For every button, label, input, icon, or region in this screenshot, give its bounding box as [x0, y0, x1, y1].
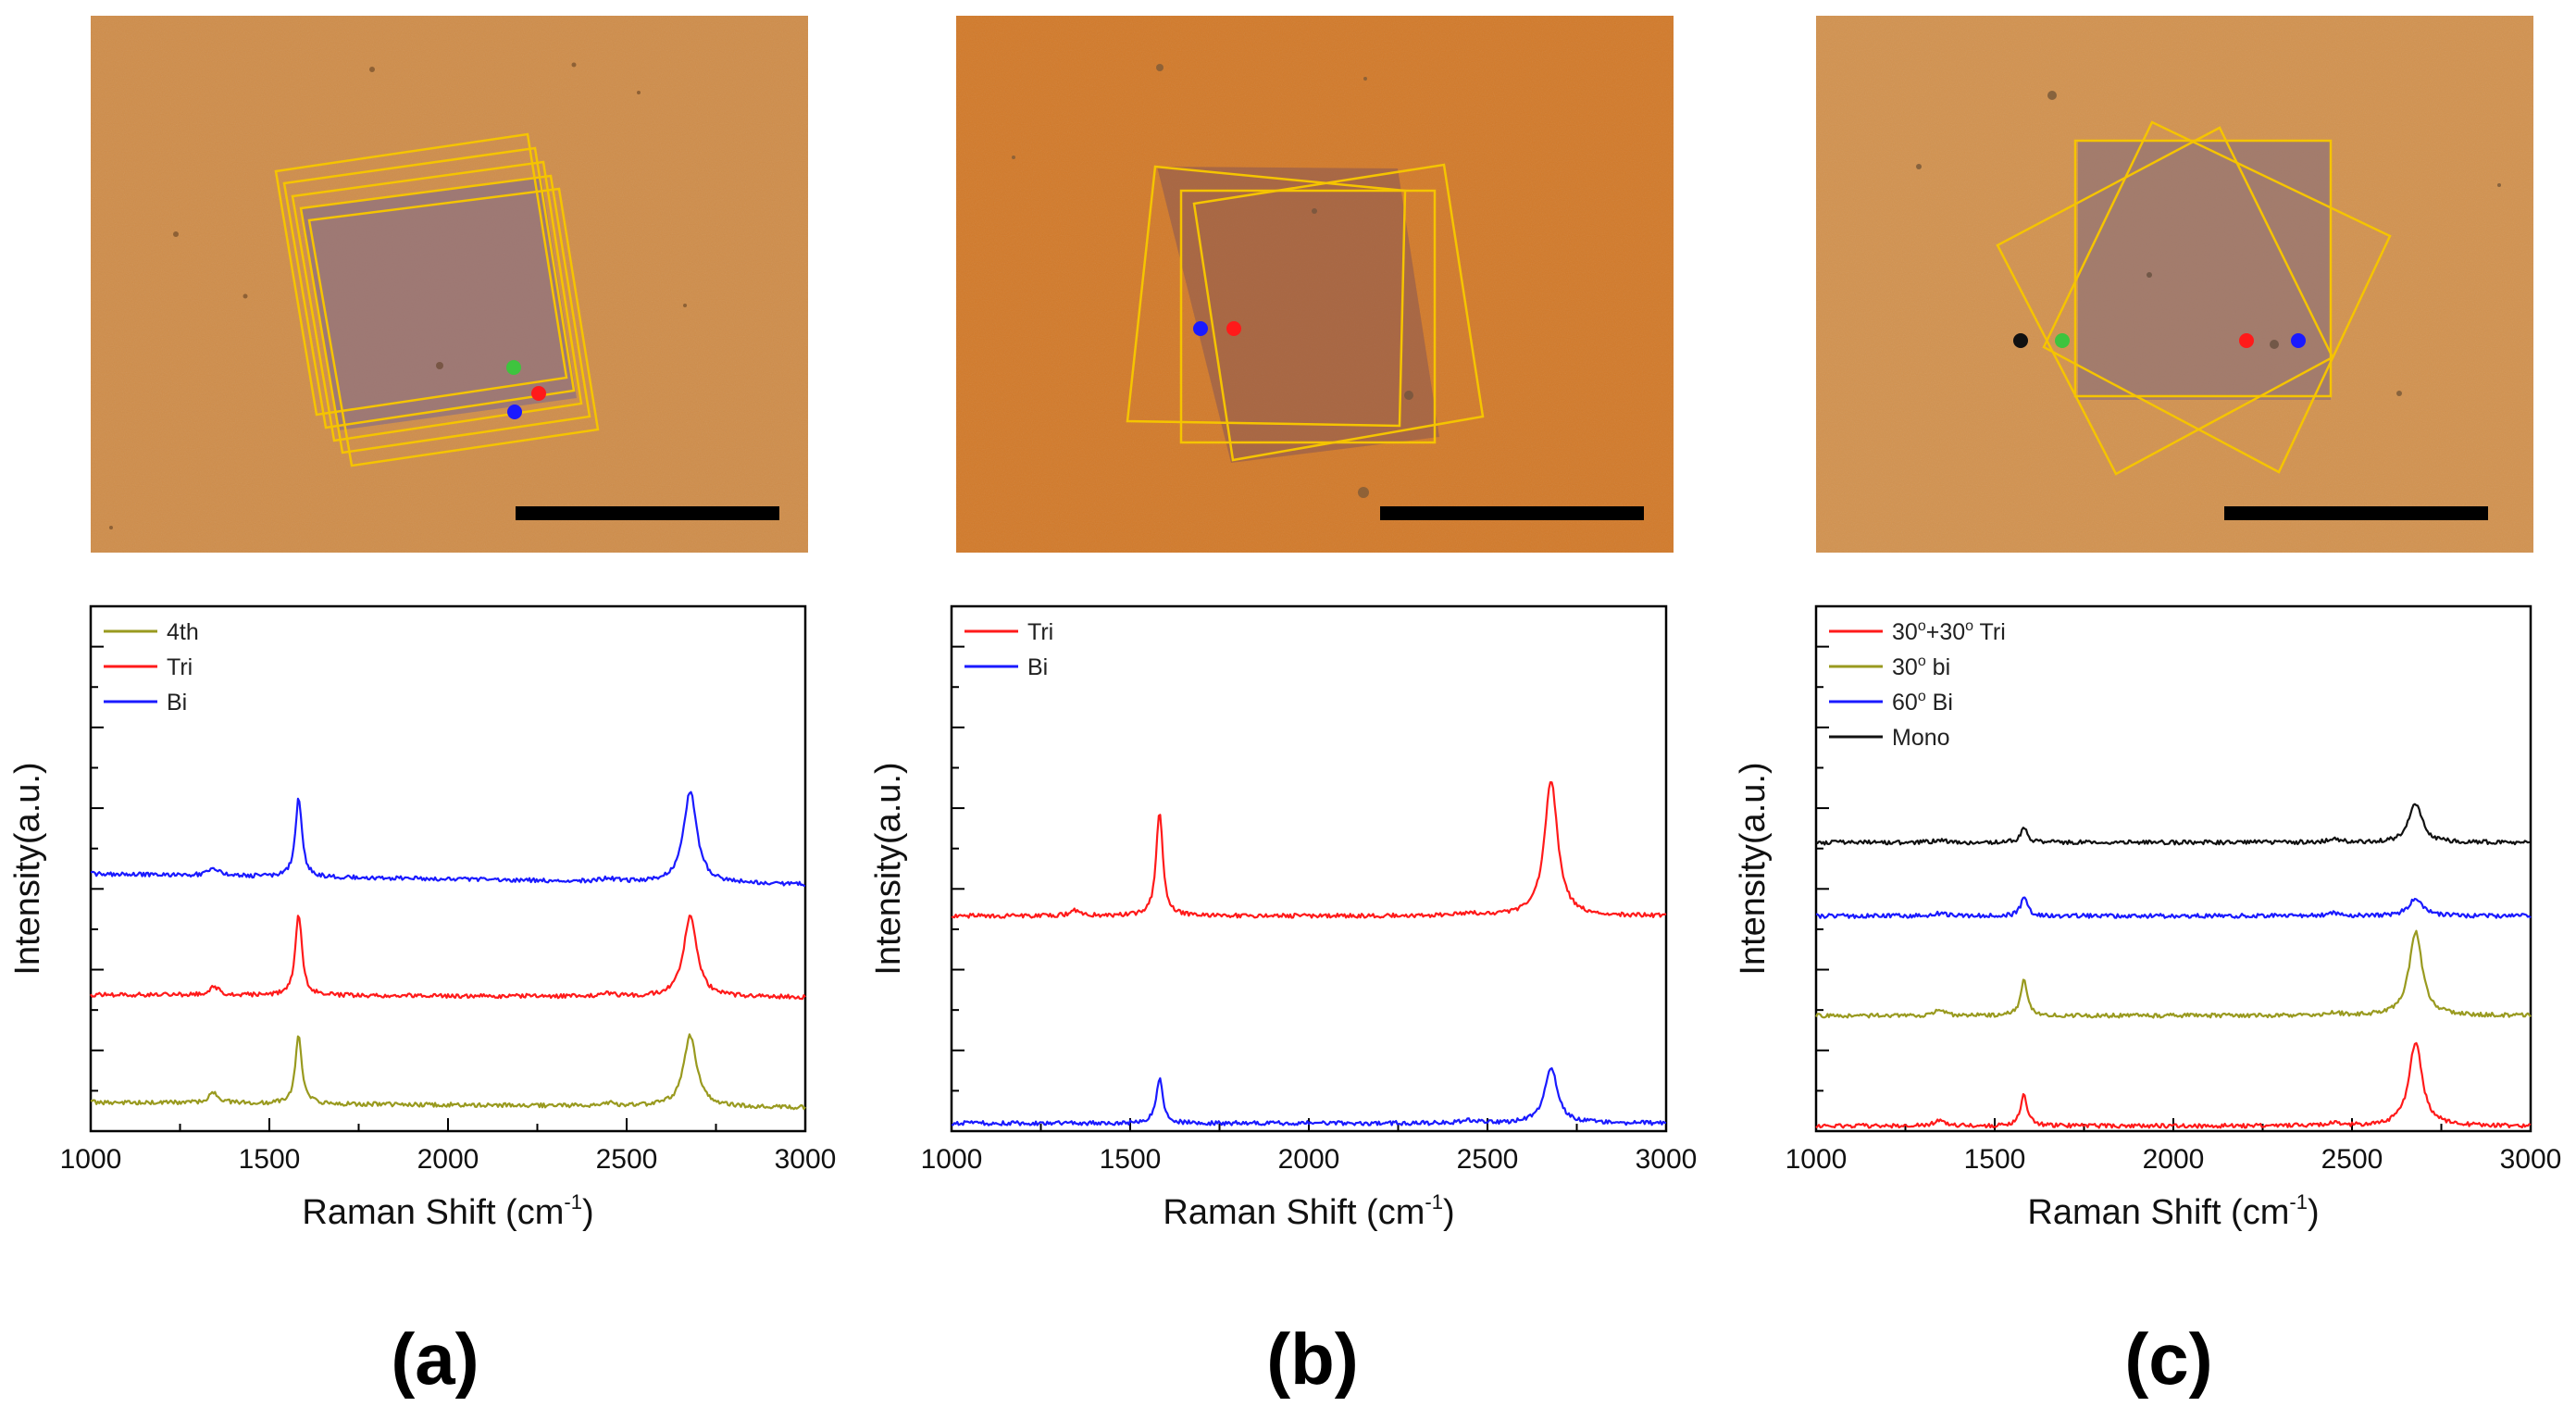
legend-label: Tri [1027, 619, 1053, 645]
marker-c-blue [2291, 333, 2306, 348]
legend-label: 4th [167, 619, 199, 645]
spectrum-b-0 [951, 781, 1667, 919]
scale-bar-a [516, 506, 779, 520]
x-tick-label: 2500 [1457, 1144, 1519, 1175]
micrograph-c [1816, 16, 2533, 553]
x-tick-label: 1500 [1100, 1144, 1162, 1175]
x-axis-label-sup: -1 [564, 1190, 582, 1214]
x-tick-label: 3000 [1636, 1144, 1698, 1175]
flake-c-fill [2078, 141, 2331, 400]
flake-a-outlines [274, 132, 600, 467]
x-tick-label: 2000 [2143, 1144, 2205, 1175]
panel-label-a: (a) [391, 1318, 479, 1400]
x-tick-label: 1000 [1786, 1144, 1848, 1175]
spectrum-a-2 [90, 790, 806, 888]
x-axis-label: Raman Shift (cm-1) [1163, 1190, 1454, 1232]
raman-chart-b: 1000 1500 2000 2500 3000 Raman Shift (cm-1) In… [869, 604, 1698, 1232]
x-tick-label: 2000 [1278, 1144, 1340, 1175]
legend-label: 60o Bi [1892, 689, 1953, 716]
x-axis-label-sup: -1 [1425, 1190, 1443, 1214]
spectrum-a-0 [90, 1033, 806, 1111]
dust-a [109, 62, 687, 529]
x-axis-label-main: Raman Shift (cm [2027, 1193, 2289, 1232]
panel-label-c: (c) [2124, 1318, 2212, 1400]
spectrum-c-1 [1815, 929, 2532, 1019]
x-tick-label: 2000 [417, 1144, 479, 1175]
x-tick-label: 1500 [1964, 1144, 2026, 1175]
plot-frame [950, 604, 1668, 1133]
spectrum-a-1 [90, 915, 806, 1001]
marker-a-green [506, 360, 521, 375]
plot-frame [89, 604, 807, 1133]
y-axis-label: Intensity(a.u.) [869, 762, 908, 975]
x-axis-label-sup: -1 [2289, 1190, 2308, 1214]
plot-frame [1814, 604, 2532, 1133]
x-axis-label-end: ) [1443, 1193, 1455, 1232]
legend-label: Tri [167, 654, 193, 680]
x-tick-label: 2500 [596, 1144, 658, 1175]
legend-label: Bi [167, 690, 187, 716]
x-tick-label: 1000 [60, 1144, 122, 1175]
spectrum-c-2 [1815, 896, 2532, 919]
x-axis-label-end: ) [582, 1193, 594, 1232]
flake-b-fill [1157, 167, 1439, 463]
micrograph-b [956, 16, 1674, 553]
y-axis-label: Intensity(a.u.) [8, 762, 47, 975]
spectrum-c-0 [1815, 1041, 2532, 1129]
legend-label: Bi [1027, 654, 1048, 680]
scale-bar-b [1380, 506, 1644, 520]
x-tick-label: 1000 [921, 1144, 983, 1175]
x-tick-label: 2500 [2321, 1144, 2383, 1175]
dust-b [1012, 64, 1413, 498]
flake-b-outlines [1126, 163, 1485, 462]
x-axis-label: Raman Shift (cm-1) [2027, 1190, 2319, 1232]
marker-a-blue [507, 405, 522, 419]
legend-label: 30o bi [1892, 653, 1950, 680]
marker-b-blue [1193, 321, 1208, 336]
x-tick-label: 3000 [2500, 1144, 2562, 1175]
flake-c-outlines [1996, 120, 2392, 476]
scale-bar-c [2224, 506, 2488, 520]
x-axis-label-end: ) [2308, 1193, 2320, 1232]
y-axis-label: Intensity(a.u.) [1734, 762, 1773, 975]
marker-b-red [1226, 321, 1241, 336]
legend-label: 30o+30o Tri [1892, 618, 2006, 645]
panel-label-b: (b) [1266, 1318, 1359, 1400]
micrograph-a [91, 16, 808, 553]
x-axis-label-main: Raman Shift (cm [302, 1193, 564, 1232]
marker-c-red [2239, 333, 2254, 348]
x-tick-label: 3000 [775, 1144, 837, 1175]
x-tick-label: 1500 [239, 1144, 301, 1175]
raman-chart-a: 1000 1500 2000 2500 3000 Raman Shift (cm-1) In… [8, 604, 837, 1232]
spectrum-c-3 [1815, 803, 2532, 846]
x-axis-label: Raman Shift (cm-1) [302, 1190, 593, 1232]
x-axis-label-main: Raman Shift (cm [1163, 1193, 1425, 1232]
spectrum-b-1 [951, 1067, 1667, 1126]
dust-c [1916, 91, 2501, 396]
marker-a-red [531, 386, 546, 401]
raman-chart-c: 1000 1500 2000 2500 3000 Raman Shift (cm-1) In… [1734, 604, 2562, 1232]
marker-c-black [2013, 333, 2028, 348]
legend-label: Mono [1892, 725, 1950, 751]
marker-c-green [2055, 333, 2070, 348]
